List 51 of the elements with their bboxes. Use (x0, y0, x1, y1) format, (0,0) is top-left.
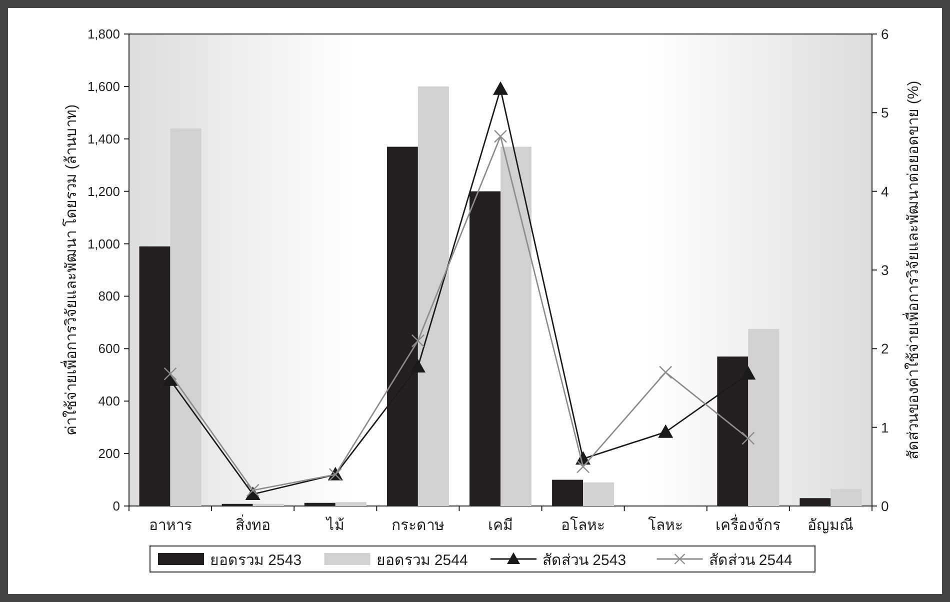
point (742, 432, 755, 445)
point (493, 82, 508, 95)
point (659, 366, 672, 379)
x-tick-label: อาหาร (148, 517, 192, 534)
point (658, 424, 673, 438)
y2-tick-label: 3 (881, 262, 889, 278)
legend-label: ยอดรวม 2544 (376, 552, 468, 569)
point (163, 373, 178, 386)
y-tick-label: 800 (98, 288, 120, 304)
bar (583, 482, 614, 506)
x-tick-label: เครื่องจักร (716, 514, 781, 534)
point (411, 334, 425, 348)
point (410, 360, 426, 373)
bar (830, 488, 862, 506)
point (494, 130, 508, 143)
bar (748, 329, 780, 506)
point (164, 367, 177, 380)
y-tick-label: 600 (98, 341, 120, 356)
y-tick-label: 0 (112, 498, 120, 514)
x-tick-label: สิ่งทอ (235, 514, 270, 534)
bar (500, 146, 532, 506)
point (246, 484, 260, 497)
y2-tick-label: 6 (881, 26, 889, 42)
y2-tick-label: 0 (881, 498, 889, 514)
x-tick-label: อโลหะ (561, 516, 606, 534)
y-tick-label: 400 (98, 394, 120, 409)
x-tick-label: เคมี (488, 517, 513, 534)
y-axis-title: ค่าใช้จ่ายเพื่อการวิจัยและพัฒนา โดยรวม (ล้านบาท) (60, 104, 80, 436)
legend-label: สัดส่วน 2543 (542, 552, 626, 569)
x-tick-label: โลหะ (648, 516, 684, 534)
y-tick-label: 1,400 (87, 131, 120, 146)
point (576, 460, 590, 474)
legend-label: ยอดรวม 2543 (210, 552, 302, 569)
point (741, 366, 756, 380)
y-tick-label: 1,000 (87, 236, 120, 252)
y-tick-label: 200 (98, 446, 120, 462)
x-tick-label: กระดาษ (391, 517, 444, 534)
legend-label: สัดส่วน 2544 (708, 552, 792, 569)
y-tick-label: 1,200 (87, 184, 120, 199)
y2-axis-title: สัดส่วนของค่าใช้จ่ายเพื่อการวิจัยและพัฒนาต่อยอดขาย (%) (902, 80, 922, 460)
y2-tick-label: 2 (881, 340, 889, 357)
y2-tick-label: 1 (881, 419, 889, 436)
y-tick-label: 1,600 (87, 78, 120, 94)
x-tick-label: ไม้ (325, 516, 344, 534)
y-tick-label: 1,800 (87, 26, 120, 42)
bar (170, 128, 202, 506)
x-tick-label: อัญมณี (808, 517, 854, 534)
y2-tick-label: 5 (881, 104, 889, 121)
y2-tick-label: 4 (881, 183, 889, 200)
bar (418, 86, 449, 506)
bar (335, 502, 366, 506)
